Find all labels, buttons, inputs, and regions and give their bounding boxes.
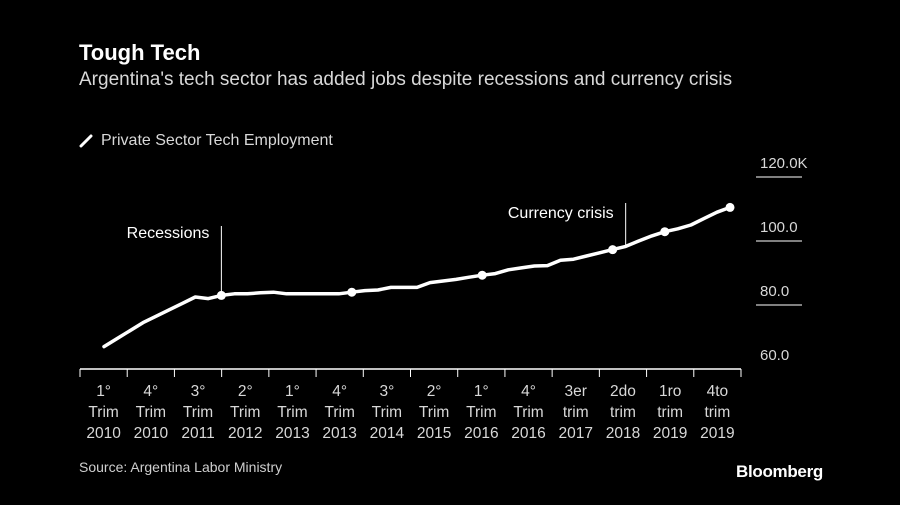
x-tick-label: 2019 bbox=[700, 425, 734, 442]
x-tick-label: 2016 bbox=[464, 425, 498, 442]
x-tick-label: 4to bbox=[707, 383, 729, 400]
x-tick-label: Trim bbox=[419, 404, 449, 421]
x-tick-label: 2011 bbox=[181, 425, 214, 442]
x-tick-label: Trim bbox=[277, 404, 307, 421]
x-tick-label: 4° bbox=[521, 383, 536, 400]
x-tick-label: 2013 bbox=[322, 425, 356, 442]
y-tick-label: 100.0 bbox=[760, 219, 798, 236]
x-tick-label: Trim bbox=[372, 404, 402, 421]
x-tick-label: 3° bbox=[379, 383, 394, 400]
y-tick-label: 80.0 bbox=[760, 283, 789, 300]
x-tick-label: 2016 bbox=[511, 425, 545, 442]
x-tick-label: 2014 bbox=[370, 425, 405, 442]
x-tick-label: 2018 bbox=[606, 425, 640, 442]
x-tick-label: Trim bbox=[183, 404, 213, 421]
x-tick-label: trim bbox=[563, 404, 589, 421]
x-tick-label: 2012 bbox=[228, 425, 262, 442]
x-tick-label: 2019 bbox=[653, 425, 687, 442]
bloomberg-logo: Bloomberg bbox=[735, 462, 823, 481]
data-point bbox=[477, 270, 487, 280]
source-note: Source: Argentina Labor Ministry bbox=[79, 459, 283, 475]
annotation-label: Recessions bbox=[127, 225, 210, 242]
x-tick-label: 1ro bbox=[659, 383, 681, 400]
chart-title: Tough Tech bbox=[79, 40, 201, 65]
x-tick-label: 4° bbox=[143, 383, 158, 400]
x-tick-label: 1° bbox=[474, 383, 489, 400]
x-tick-label: Trim bbox=[324, 404, 354, 421]
x-tick-label: Trim bbox=[466, 404, 496, 421]
x-tick-label: 1° bbox=[285, 383, 300, 400]
y-tick-label: 120.0K bbox=[760, 155, 808, 172]
data-point bbox=[347, 287, 357, 297]
x-tick-label: 2° bbox=[427, 383, 442, 400]
series-line bbox=[102, 205, 732, 349]
x-tick-label: 2017 bbox=[559, 425, 593, 442]
x-tick-label: 2010 bbox=[134, 425, 169, 442]
x-tick-label: trim bbox=[704, 404, 730, 421]
x-tick-label: 4° bbox=[332, 383, 347, 400]
x-tick-label: trim bbox=[657, 404, 683, 421]
y-tick-label: 60.0 bbox=[760, 347, 789, 364]
x-tick-label: 2do bbox=[610, 383, 636, 400]
x-tick-label: Trim bbox=[88, 404, 118, 421]
x-tick-label: 2013 bbox=[275, 425, 309, 442]
x-tick-label: trim bbox=[610, 404, 636, 421]
x-tick-label: 2° bbox=[238, 383, 253, 400]
legend-label: Private Sector Tech Employment bbox=[101, 132, 333, 149]
data-point bbox=[660, 227, 670, 237]
x-tick-label: 3er bbox=[565, 383, 587, 400]
data-point bbox=[608, 245, 618, 255]
data-point bbox=[216, 290, 226, 300]
x-tick-label: 1° bbox=[96, 383, 111, 400]
legend-line-icon bbox=[79, 134, 93, 148]
x-tick-label: 2010 bbox=[86, 425, 121, 442]
chart-subtitle: Argentina's tech sector has added jobs d… bbox=[79, 69, 733, 90]
legend: Private Sector Tech Employment bbox=[79, 132, 333, 150]
x-tick-label: Trim bbox=[136, 404, 166, 421]
data-point bbox=[725, 202, 735, 212]
x-tick-label: Trim bbox=[513, 404, 543, 421]
x-tick-label: 3° bbox=[191, 383, 206, 400]
x-tick-label: 2015 bbox=[417, 425, 451, 442]
annotation-label: Currency crisis bbox=[508, 205, 614, 222]
x-tick-label: Trim bbox=[230, 404, 260, 421]
